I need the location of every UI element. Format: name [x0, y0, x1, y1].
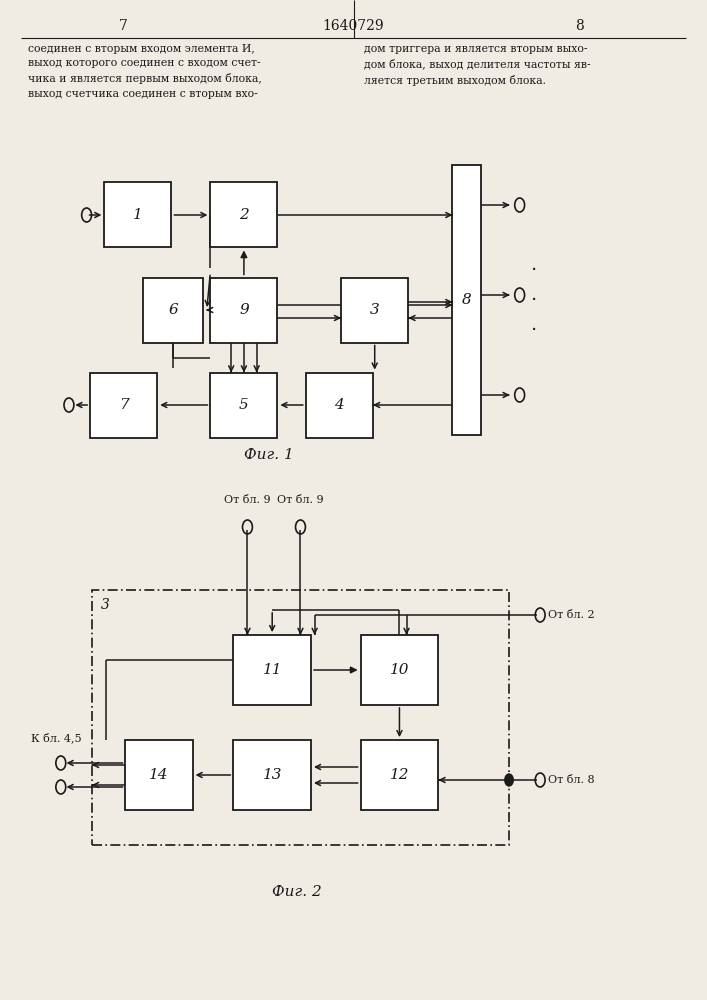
Text: 9: 9 — [239, 303, 249, 317]
Text: К бл. 4,5: К бл. 4,5 — [31, 732, 82, 743]
Bar — [105, 182, 172, 247]
Bar — [143, 277, 204, 342]
Circle shape — [505, 774, 513, 786]
Text: 3: 3 — [100, 598, 110, 612]
Text: 8: 8 — [575, 19, 584, 33]
Text: 13: 13 — [262, 768, 282, 782]
Bar — [361, 740, 438, 810]
Bar — [211, 182, 277, 247]
Bar — [90, 372, 157, 438]
Bar — [211, 372, 277, 438]
Bar — [452, 165, 481, 435]
Text: От бл. 2: От бл. 2 — [548, 610, 595, 620]
Text: 7: 7 — [119, 398, 129, 412]
Text: 12: 12 — [390, 768, 409, 782]
Bar — [233, 635, 311, 705]
Text: 7: 7 — [119, 19, 128, 33]
Text: 5: 5 — [239, 398, 249, 412]
Text: 6: 6 — [168, 303, 178, 317]
Text: ·: · — [531, 290, 537, 310]
Text: ·: · — [531, 321, 537, 340]
Text: 14: 14 — [149, 768, 169, 782]
Text: 8: 8 — [462, 293, 472, 307]
Bar — [126, 740, 192, 810]
Bar — [92, 590, 509, 845]
Text: 11: 11 — [262, 663, 282, 677]
Text: 3: 3 — [370, 303, 380, 317]
Bar — [341, 277, 409, 342]
Bar — [233, 740, 311, 810]
Text: Фиг. 2: Фиг. 2 — [272, 885, 322, 899]
Text: 10: 10 — [390, 663, 409, 677]
Bar — [305, 372, 373, 438]
Text: 4: 4 — [334, 398, 344, 412]
Text: Фиг. 1: Фиг. 1 — [244, 448, 293, 462]
Text: 1640729: 1640729 — [322, 19, 385, 33]
Text: 1: 1 — [133, 208, 143, 222]
Text: дом триггера и является вторым выхо-
дом блока, выход делителя частоты яв-
ляетс: дом триггера и является вторым выхо- дом… — [364, 44, 591, 86]
Text: ·: · — [531, 260, 537, 279]
Text: 2: 2 — [239, 208, 249, 222]
Bar — [361, 635, 438, 705]
Bar — [211, 277, 277, 342]
Text: От бл. 8: От бл. 8 — [548, 775, 595, 785]
Text: От бл. 9: От бл. 9 — [224, 495, 271, 505]
Text: От бл. 9: От бл. 9 — [277, 495, 324, 505]
Text: соединен с вторым входом элемента И,
выход которого соединен с входом счет-
чика: соединен с вторым входом элемента И, вых… — [28, 44, 262, 99]
